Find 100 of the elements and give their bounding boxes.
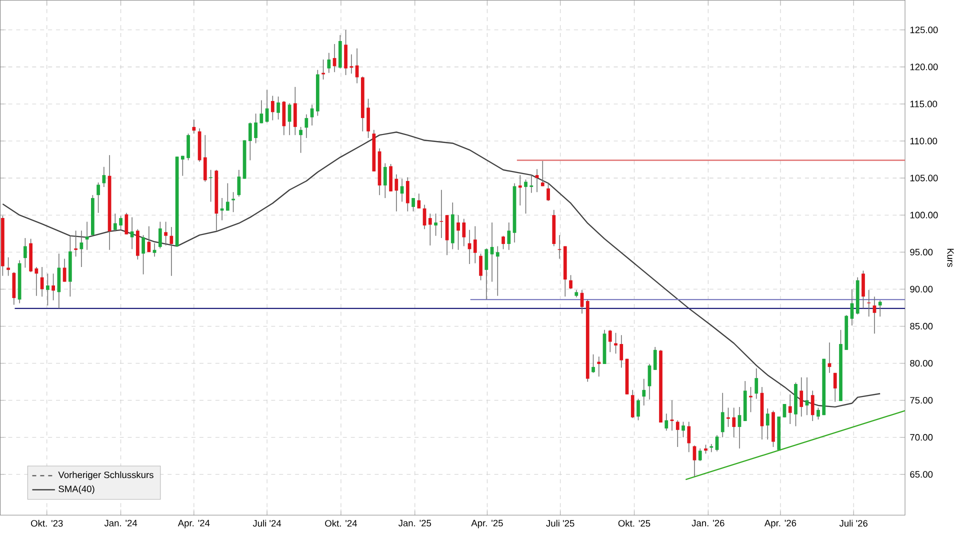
candlestick	[456, 214, 460, 250]
line-series	[2, 131, 881, 408]
candlestick	[687, 421, 691, 453]
candlestick	[754, 368, 758, 400]
candlestick	[52, 273, 55, 301]
candlestick	[468, 229, 472, 264]
candlestick	[203, 134, 207, 182]
candlestick	[524, 179, 528, 214]
candlestick	[782, 404, 786, 418]
candlestick	[102, 166, 106, 188]
candlestick	[862, 270, 865, 309]
candlestick	[158, 221, 162, 249]
candlestick	[496, 246, 500, 296]
x-tick-label: Okt. '23	[31, 520, 63, 527]
candlestick	[800, 376, 804, 417]
candlestick	[630, 389, 634, 418]
candlestick	[653, 346, 657, 370]
candlestick	[270, 95, 274, 121]
candlestick	[738, 406, 742, 449]
y-tick-label: 100.00	[910, 212, 938, 218]
candlestick	[344, 29, 348, 76]
candlestick	[232, 192, 235, 212]
candlestick	[608, 329, 612, 352]
candlestick	[276, 96, 280, 120]
candlestick	[417, 193, 421, 209]
candlestick	[670, 400, 674, 432]
candlestick	[828, 342, 832, 374]
candlestick	[260, 100, 264, 124]
candlestick	[34, 266, 38, 296]
y-tick-label: 110.00	[910, 138, 938, 144]
candlestick	[152, 242, 156, 257]
candlestick	[383, 162, 387, 198]
candlestick	[327, 52, 331, 74]
y-tick-label: 95.00	[910, 248, 933, 256]
candlestick	[322, 59, 325, 80]
candlestick	[299, 126, 302, 154]
candlestick	[642, 378, 646, 406]
candlestick	[788, 394, 792, 424]
candlestick	[490, 222, 494, 282]
x-tick-label: Jan. '25	[398, 520, 432, 526]
x-tick-label: Juli '24	[252, 520, 282, 527]
annotation: Vorheriger Schlusskurs	[58, 471, 154, 480]
candlestick	[502, 235, 505, 250]
candlestick	[592, 354, 595, 374]
candlestick	[80, 230, 84, 268]
candlestick	[434, 213, 438, 236]
candlestick	[878, 300, 882, 317]
x-tick-label: Jan. '26	[692, 520, 724, 526]
candlestick	[406, 176, 410, 212]
candlestick	[546, 182, 550, 202]
candlestick	[715, 434, 719, 452]
candlestick	[62, 258, 66, 282]
y-tick-label: 90.00	[910, 286, 933, 292]
candlestick	[192, 119, 196, 134]
candlestick	[85, 221, 89, 250]
candlestick	[226, 182, 230, 211]
candlestick	[237, 169, 241, 197]
x-tick-label: Juli '25	[546, 520, 574, 527]
y-axis-title: Kurs	[947, 248, 954, 267]
candlestick	[170, 226, 174, 276]
candlestick	[766, 408, 770, 440]
candlestick	[479, 253, 482, 281]
candlestick	[518, 174, 522, 206]
candlestick	[664, 413, 668, 432]
y-tick-label: 105.00	[910, 174, 938, 182]
candlestick	[484, 248, 488, 300]
candlestick	[558, 234, 562, 260]
candlestick	[569, 274, 572, 290]
x-tick-label: Okt. '25	[618, 520, 650, 527]
x-tick-label: Apr. '24	[178, 520, 210, 528]
candlestick	[412, 198, 415, 212]
y-tick-label: 120.00	[910, 64, 938, 70]
candlestick	[682, 421, 685, 438]
x-tick-label: Juli '26	[839, 520, 868, 527]
candlestick	[749, 386, 752, 412]
y-tick-label: 80.00	[910, 360, 933, 366]
candlestick	[462, 218, 466, 247]
candlestick	[400, 178, 404, 202]
candlestick	[692, 445, 696, 477]
candlestick	[147, 226, 151, 252]
legend-label: SMA(40)	[58, 485, 94, 494]
candlestick	[440, 189, 444, 238]
candlestick	[186, 133, 190, 161]
y-tick-label: 115.00	[910, 100, 938, 108]
candlestick	[614, 332, 618, 354]
candlestick	[130, 216, 134, 250]
candlestick	[530, 174, 534, 194]
candlestick	[180, 155, 184, 176]
candlestick	[507, 222, 511, 250]
candlestick	[113, 213, 117, 232]
candlestick	[164, 221, 168, 246]
candlestick	[535, 168, 539, 192]
x-tick-label: Apr. '26	[764, 520, 796, 528]
x-tick-label: Okt. '24	[325, 520, 357, 527]
candlestick	[720, 392, 724, 438]
candlestick	[676, 420, 680, 448]
candlestick	[540, 160, 544, 187]
candlestick	[428, 213, 432, 246]
candlestick	[394, 174, 398, 212]
x-tick-label: Jan. '24	[104, 520, 138, 526]
